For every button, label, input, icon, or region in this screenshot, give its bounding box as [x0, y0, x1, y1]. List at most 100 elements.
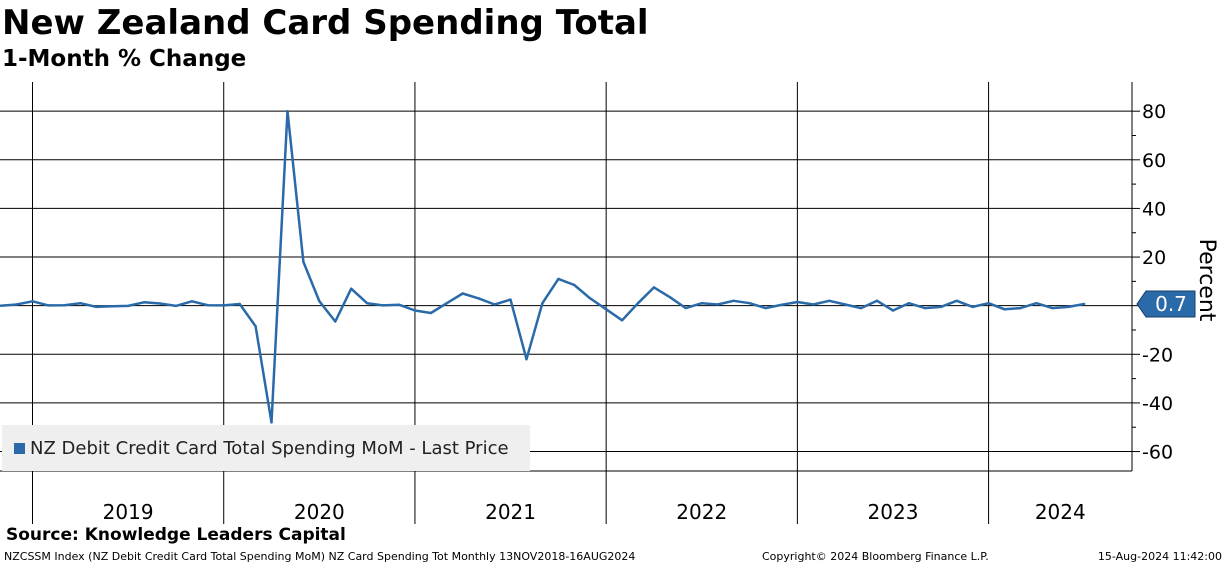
- data-point: [525, 358, 528, 361]
- data-point: [891, 309, 895, 312]
- data-point: [796, 300, 799, 304]
- data-point: [684, 306, 687, 310]
- data-point: [716, 303, 719, 306]
- data-point: [493, 303, 496, 306]
- year-label-2019: 2019: [103, 500, 154, 524]
- data-point: [589, 297, 592, 300]
- data-point: [461, 292, 464, 295]
- data-point: [286, 110, 289, 113]
- last-value-marker: 0.7: [1136, 290, 1196, 318]
- data-point: [668, 296, 672, 299]
- data-point: [557, 277, 560, 281]
- data-point: [222, 304, 225, 307]
- data-point: [254, 325, 257, 328]
- data-point: [350, 287, 353, 290]
- data-point: [573, 283, 576, 287]
- data-point: [939, 305, 942, 309]
- data-point: [174, 304, 178, 308]
- chart-title: New Zealand Card Spending Total: [2, 3, 649, 43]
- x-axis-year-labels: 2019 2020 2021 2022 2023 2024: [103, 500, 1086, 524]
- tick-label--40: -40: [1142, 393, 1173, 415]
- data-point: [859, 306, 863, 310]
- data-point: [445, 302, 448, 305]
- data-point: [477, 297, 480, 300]
- data-point: [541, 302, 544, 305]
- tick-label-20: 20: [1142, 247, 1166, 269]
- data-point: [111, 305, 114, 308]
- data-point: [1051, 306, 1054, 310]
- data-point: [365, 302, 369, 305]
- data-point: [732, 299, 735, 302]
- data-point: [95, 305, 98, 309]
- series-line: [0, 109, 1085, 424]
- y-axis-ticks: 806040200-20-40-60: [1132, 101, 1173, 464]
- data-point: [158, 302, 162, 305]
- data-point: [955, 299, 958, 302]
- legend-label: NZ Debit Credit Card Total Spending MoM …: [30, 437, 509, 459]
- data-point: [190, 300, 194, 303]
- data-point: [0, 304, 2, 307]
- tick-label-60: 60: [1142, 150, 1166, 172]
- data-point: [381, 304, 385, 307]
- footer-description: NZCSSM Index (NZ Debit Credit Card Total…: [4, 550, 636, 563]
- data-point: [748, 302, 751, 305]
- y-axis-label: Percent: [1194, 239, 1219, 322]
- tick-label--20: -20: [1142, 344, 1173, 366]
- data-point: [47, 304, 50, 307]
- data-point: [15, 303, 18, 306]
- data-point: [1019, 306, 1022, 310]
- data-point: [923, 306, 926, 310]
- data-point: [63, 304, 66, 307]
- legend-swatch: [14, 442, 25, 454]
- data-point: [509, 298, 512, 301]
- data-point: [780, 303, 783, 307]
- last-value-flag: [1136, 290, 1196, 318]
- data-point: [1003, 308, 1006, 311]
- chart-subtitle: 1-Month % Change: [2, 46, 247, 72]
- data-point: [334, 320, 337, 323]
- data-point: [971, 305, 974, 309]
- data-point: [31, 300, 34, 303]
- data-point: [238, 302, 241, 306]
- year-label-2022: 2022: [676, 500, 727, 524]
- data-point: [206, 304, 209, 307]
- data-point: [764, 306, 767, 310]
- data-point: [429, 311, 433, 315]
- data-point: [142, 301, 146, 304]
- data-point: [812, 303, 815, 306]
- data-point: [828, 299, 831, 302]
- data-point: [79, 302, 82, 305]
- data-point: [302, 260, 305, 264]
- data-point: [844, 303, 847, 306]
- series-points: [0, 110, 1086, 424]
- year-label-2021: 2021: [485, 500, 536, 524]
- data-point: [652, 286, 656, 289]
- data-point: [1083, 302, 1086, 306]
- data-point: [907, 302, 911, 305]
- source-note: Source: Knowledge Leaders Capital: [6, 525, 346, 545]
- data-point: [397, 303, 401, 306]
- year-label-2024: 2024: [1035, 500, 1086, 524]
- tick-label--60: -60: [1142, 442, 1173, 464]
- year-label-2020: 2020: [294, 500, 345, 524]
- data-point: [987, 302, 990, 305]
- data-point: [875, 299, 879, 302]
- legend: NZ Debit Credit Card Total Spending MoM …: [2, 425, 530, 471]
- data-point: [126, 304, 130, 308]
- data-point: [700, 302, 703, 305]
- data-point: [605, 308, 608, 311]
- tick-label-80: 80: [1142, 101, 1166, 123]
- tick-label-40: 40: [1142, 198, 1166, 220]
- footer-timestamp: 15-Aug-2024 11:42:00: [1097, 550, 1222, 563]
- footer-copyright: Copyright© 2024 Bloomberg Finance L.P.: [762, 550, 989, 563]
- last-value-label: 0.7: [1155, 292, 1187, 316]
- data-point: [413, 309, 417, 312]
- year-label-2023: 2023: [868, 500, 919, 524]
- data-point: [620, 319, 624, 322]
- data-point: [1067, 305, 1070, 309]
- data-point: [318, 299, 321, 303]
- value-gridlines: [0, 110, 1132, 453]
- data-point: [270, 421, 273, 424]
- data-point: [1035, 302, 1038, 305]
